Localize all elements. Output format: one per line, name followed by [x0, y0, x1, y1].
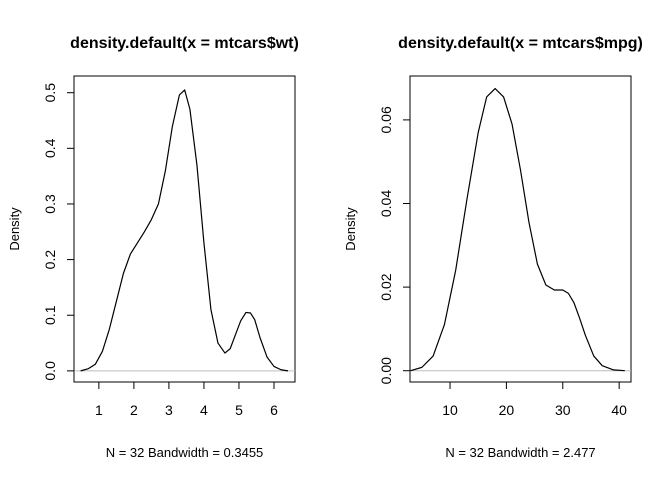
panel-wt-x-tick-label: 3 — [165, 402, 173, 418]
panel-wt-y-tick-label: 0.2 — [42, 250, 58, 270]
panel-mpg-x-tick-label: 30 — [555, 402, 571, 418]
panel-wt-ylabel: Density — [7, 207, 22, 251]
panel-wt-y-tick-label: 0.4 — [42, 138, 58, 158]
panel-mpg-frame — [409, 75, 632, 383]
panel-mpg-y-tick-label: 0.02 — [378, 273, 394, 300]
panel-mpg-density: density.default(x = mtcars$mpg) N = 32 B… — [343, 35, 643, 460]
panel-mpg-x-tick-label: 20 — [499, 402, 515, 418]
panel-mpg-x-tick-label: 10 — [442, 402, 458, 418]
panel-wt-y-tick-label: 0.1 — [42, 305, 58, 325]
panel-wt-title: density.default(x = mtcars$wt) — [70, 35, 299, 52]
panel-mpg-xlabel: N = 32 Bandwidth = 2.477 — [445, 445, 595, 460]
panel-wt-x-tick-label: 1 — [95, 402, 103, 418]
panel-mpg-y-tick-label: 0.04 — [378, 190, 394, 217]
panel-mpg-y-tick-label: 0.06 — [378, 106, 394, 133]
panel-wt-x-tick-label: 4 — [200, 402, 208, 418]
panel-wt-xlabel: N = 32 Bandwidth = 0.3455 — [106, 445, 264, 460]
panel-wt-y-tick-label: 0.3 — [42, 194, 58, 214]
panel-mpg-ylabel: Density — [343, 207, 358, 251]
panel-wt-y-tick-label: 0.0 — [42, 361, 58, 381]
panel-mpg-x-tick-label: 40 — [611, 402, 627, 418]
panel-mpg-density-line — [410, 87, 625, 372]
panel-wt-y-tick-label: 0.5 — [42, 83, 58, 103]
panel-mpg-y-tick-label: 0.00 — [378, 357, 394, 384]
panel-wt-x-tick-label: 6 — [270, 402, 278, 418]
panel-wt-x-tick-label: 2 — [130, 402, 138, 418]
panel-wt-x-tick-label: 5 — [235, 402, 243, 418]
panel-wt-density: density.default(x = mtcars$wt) N = 32 Ba… — [7, 35, 299, 460]
panel-mpg-title: density.default(x = mtcars$mpg) — [398, 35, 643, 52]
panel-wt-density-line — [80, 89, 289, 372]
